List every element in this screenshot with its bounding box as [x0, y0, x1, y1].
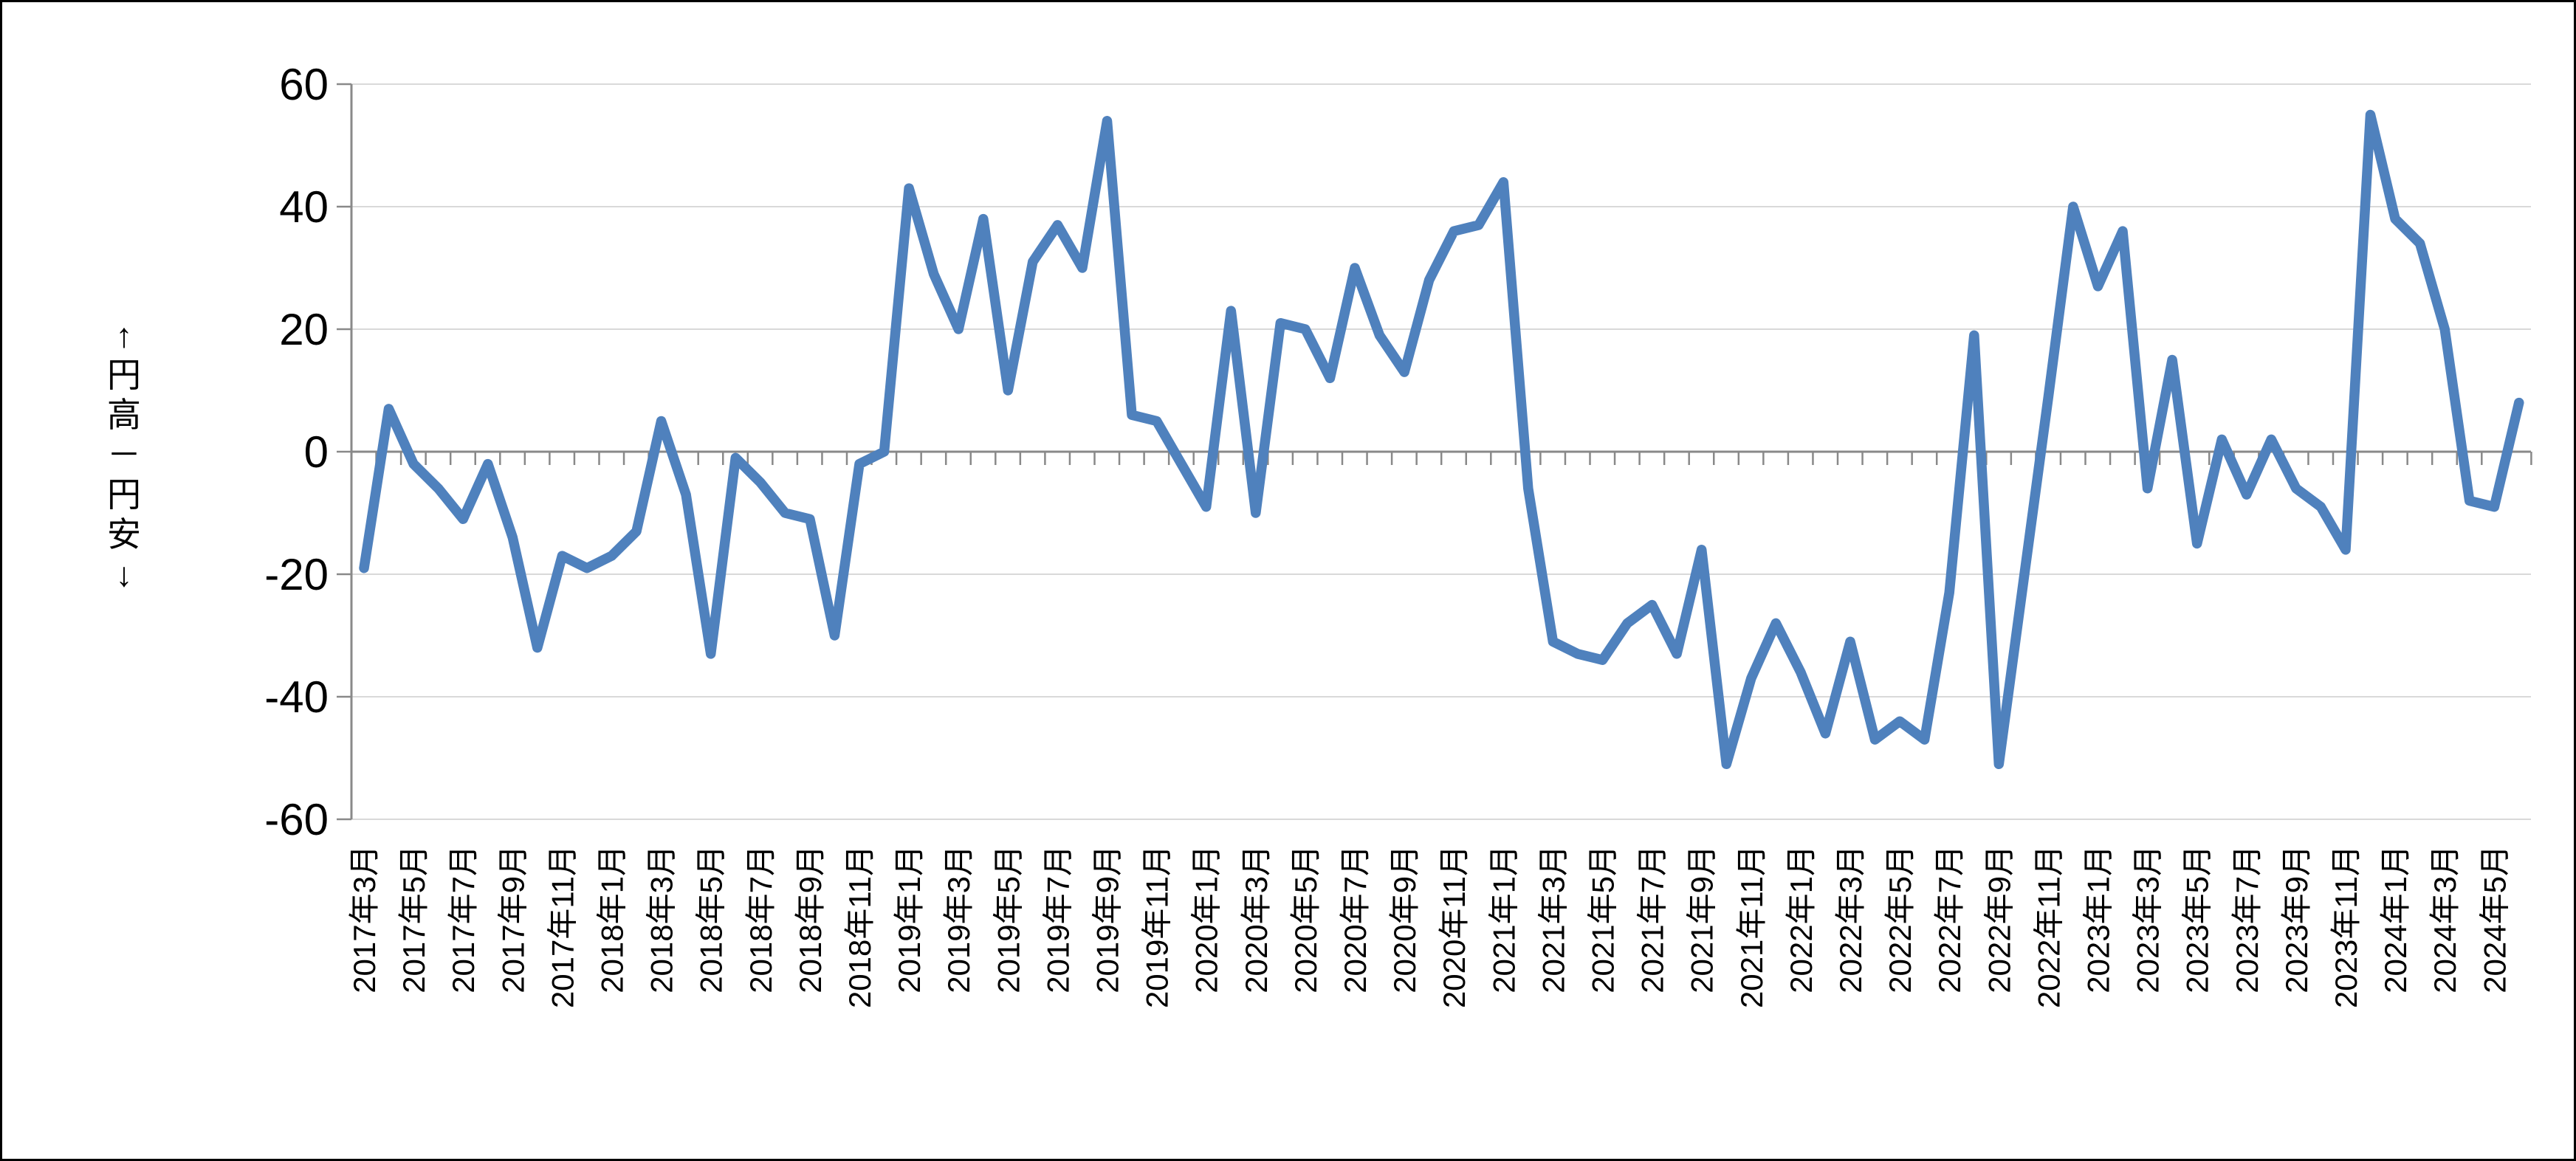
y-tick-label: -40	[264, 672, 329, 722]
y-axis-title: ↑ 円高－円安 ↓	[104, 2, 144, 906]
x-tick-label: 2023年11月	[2329, 845, 2363, 1008]
x-tick-label: 2018年11月	[842, 845, 877, 1008]
x-tick-label: 2024年1月	[2378, 845, 2413, 993]
x-tick-label: 2018年1月	[595, 845, 630, 993]
x-tick-label: 2023年7月	[2230, 845, 2264, 993]
x-tick-label: 2019年3月	[941, 845, 976, 993]
x-tick-label: 2022年7月	[1932, 845, 1967, 993]
x-tick-label: 2020年7月	[1338, 845, 1373, 993]
x-tick-label: 2022年9月	[1982, 845, 2016, 993]
x-tick-label: 2018年5月	[694, 845, 729, 993]
x-tick-label: 2021年9月	[1685, 845, 1720, 993]
x-tick-label: 2020年5月	[1288, 845, 1323, 993]
x-tick-label: 2017年3月	[347, 845, 382, 993]
y-tick-label: 20	[279, 305, 329, 354]
y-tick-label: 60	[279, 60, 329, 109]
x-tick-label: 2017年11月	[545, 845, 580, 1008]
x-tick-label: 2022年11月	[2031, 845, 2066, 1008]
x-tick-label: 2021年1月	[1486, 845, 1521, 993]
x-tick-label: 2018年3月	[645, 845, 679, 993]
y-axis-title-char: 高	[107, 395, 141, 434]
x-tick-label: 2020年1月	[1189, 845, 1224, 993]
x-tick-label: 2019年9月	[1090, 845, 1125, 993]
x-tick-label: 2022年1月	[1784, 845, 1818, 993]
y-tick-label: -60	[264, 795, 329, 844]
x-tick-label: 2017年7月	[446, 845, 481, 993]
y-tick-label: 0	[304, 427, 329, 477]
x-tick-label: 2018年9月	[793, 845, 828, 993]
x-tick-label: 2023年1月	[2081, 845, 2116, 993]
x-tick-label: 2023年5月	[2180, 845, 2215, 993]
x-tick-label: 2022年3月	[1833, 845, 1868, 993]
x-tick-label: 2021年3月	[1536, 845, 1570, 993]
x-tick-label: 2024年3月	[2428, 845, 2462, 993]
x-tick-label: 2021年7月	[1635, 845, 1670, 993]
x-tick-label: 2019年11月	[1140, 845, 1175, 1008]
x-tick-label: 2019年1月	[892, 845, 927, 993]
x-tick-label: 2020年9月	[1387, 845, 1422, 993]
y-tick-label: -20	[264, 550, 329, 599]
data-series-line	[359, 109, 2524, 770]
y-axis-title-char: 安	[107, 514, 141, 554]
x-tick-label: 2019年7月	[1040, 845, 1075, 993]
x-tick-label: 2017年5月	[396, 845, 431, 993]
y-axis-title-char: －	[107, 435, 141, 474]
x-tick-label: 2020年11月	[1437, 845, 1471, 1008]
x-tick-label: 2018年7月	[743, 845, 778, 993]
x-tick-label: 2024年5月	[2477, 845, 2512, 993]
x-tick-label: 2023年3月	[2131, 845, 2165, 993]
x-tick-label: 2023年9月	[2279, 845, 2314, 993]
y-tick-label: 40	[279, 182, 329, 232]
y-axis-title-char: ↓	[115, 554, 133, 593]
x-tick-label: 2021年5月	[1586, 845, 1621, 993]
y-axis-title-char: ↑	[115, 315, 133, 354]
x-tick-label: 2022年5月	[1883, 845, 1917, 993]
x-tick-label: 2020年3月	[1239, 845, 1274, 993]
y-axis-title-char: 円	[107, 355, 141, 394]
y-axis-title-char: 円	[107, 475, 141, 514]
x-tick-label: 2021年11月	[1734, 845, 1769, 1008]
x-tick-label: 2019年5月	[991, 845, 1026, 993]
x-tick-label: 2017年9月	[495, 845, 530, 993]
